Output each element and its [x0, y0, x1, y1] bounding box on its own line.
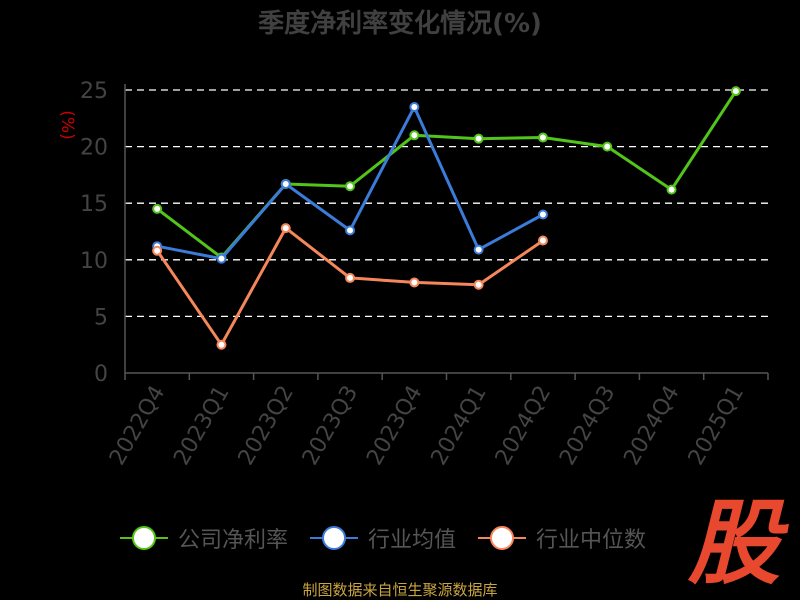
x-tick-label-2023Q1: 2023Q1 [169, 382, 234, 470]
series-0-point-2024Q2 [537, 132, 548, 143]
y-tick-label-20: 20 [80, 136, 108, 161]
x-tick-label-2024Q4: 2024Q4 [619, 382, 684, 470]
series-1-point-2023Q4 [409, 101, 420, 112]
series-0-point-2023Q3 [345, 181, 356, 192]
chart-title: 季度净利率变化情况(%) [258, 8, 542, 39]
series-1-point-2023Q2 [280, 178, 291, 189]
legend-item-company[interactable]: 公司净利率 [120, 522, 288, 554]
series-2-point-2023Q4 [409, 277, 420, 288]
x-tick-label-2023Q3: 2023Q3 [298, 382, 363, 470]
x-tick-label-2024Q2: 2024Q2 [491, 382, 556, 470]
series-0-point-2024Q1 [473, 133, 484, 144]
x-tick-label-2023Q2: 2023Q2 [234, 382, 299, 470]
x-tick-label-2023Q4: 2023Q4 [362, 382, 427, 470]
y-tick-label-0: 0 [94, 362, 108, 387]
series-1-point-2024Q2 [537, 209, 548, 220]
x-tick-label-2024Q3: 2024Q3 [555, 382, 620, 470]
y-tick-label-15: 15 [80, 192, 108, 217]
x-tick-label-2022Q4: 2022Q4 [105, 382, 170, 470]
series-2-point-2024Q1 [473, 279, 484, 290]
series-2-point-2024Q2 [537, 235, 548, 246]
legend-label-company: 公司净利率 [178, 528, 289, 553]
series-2-point-2022Q4 [152, 245, 163, 256]
y-tick-label-10: 10 [80, 249, 108, 274]
legend: 公司净利率 行业均值 行业中位数 [120, 518, 668, 558]
series-1-point-2023Q1 [216, 253, 227, 264]
series-2-point-2023Q2 [280, 223, 291, 234]
series-1-point-2024Q1 [473, 244, 484, 255]
legend-marker-company [120, 525, 168, 551]
legend-label-industry-median: 行业中位数 [536, 528, 647, 553]
y-tick-label-5: 5 [94, 305, 108, 330]
y-tick-label-25: 25 [80, 79, 108, 104]
series-2-point-2023Q1 [216, 339, 227, 350]
y-axis-label: (%) [57, 110, 77, 139]
source-note: 制图数据来自恒生聚源数据库 [302, 581, 498, 599]
series-0-point-2023Q4 [409, 130, 420, 141]
series-0-point-2024Q3 [602, 141, 613, 152]
legend-item-industry-median[interactable]: 行业中位数 [478, 522, 646, 554]
x-tick-label-2025Q1: 2025Q1 [684, 382, 749, 470]
series-2-point-2023Q3 [345, 272, 356, 283]
legend-item-industry-mean[interactable]: 行业均值 [310, 522, 456, 554]
series [152, 86, 741, 350]
series-0-point-2025Q1 [730, 86, 741, 97]
legend-label-industry-mean: 行业均值 [368, 528, 457, 553]
axes: 0 5 10 15 20 25 2022Q42023Q12023Q22023Q32023Q4… [80, 79, 769, 470]
legend-marker-industry-mean [310, 525, 359, 551]
legend-marker-industry-median [478, 525, 527, 551]
series-0-point-2024Q4 [666, 184, 677, 195]
series-1-point-2023Q3 [345, 225, 356, 236]
x-tick-label-2024Q1: 2024Q1 [427, 382, 492, 470]
series-0-point-2022Q4 [152, 203, 163, 214]
watermark-logo: 股 [688, 490, 781, 597]
